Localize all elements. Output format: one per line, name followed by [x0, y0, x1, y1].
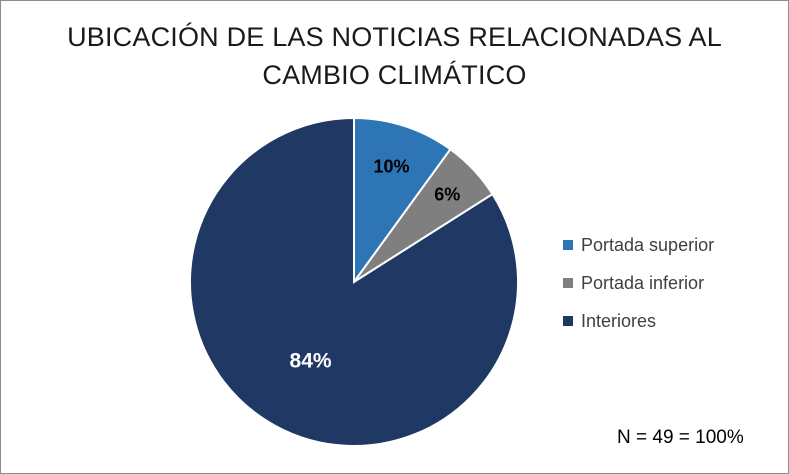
legend-item-interiores: Interiores	[563, 302, 714, 340]
pie-slice-interiores	[189, 116, 519, 447]
pie-slice-portada-superior	[353, 116, 452, 286]
legend: Portada superior Portada inferior Interi…	[563, 226, 714, 340]
legend-swatch	[563, 316, 573, 326]
chart-title: UBICACIÓN DE LAS NOTICIAS RELACIONADAS A…	[0, 18, 789, 94]
legend-swatch	[563, 240, 573, 250]
legend-label: Portada inferior	[581, 272, 705, 293]
data-label: 84%	[290, 350, 332, 373]
legend-label: Interiores	[581, 310, 657, 331]
legend-item-portada-superior: Portada superior	[563, 226, 714, 264]
legend-item-portada-inferior: Portada inferior	[563, 264, 714, 302]
sample-size-note: N = 49 = 100%	[617, 427, 744, 448]
legend-label: Portada superior	[581, 234, 715, 255]
data-label: 6%	[434, 184, 460, 204]
data-label: 10%	[373, 157, 409, 177]
chart-title-line-1: UBICACIÓN DE LAS NOTICIAS RELACIONADAS A…	[67, 22, 722, 52]
legend-swatch	[563, 278, 573, 288]
chart-title-line-2: CAMBIO CLIMÁTICO	[262, 60, 527, 90]
